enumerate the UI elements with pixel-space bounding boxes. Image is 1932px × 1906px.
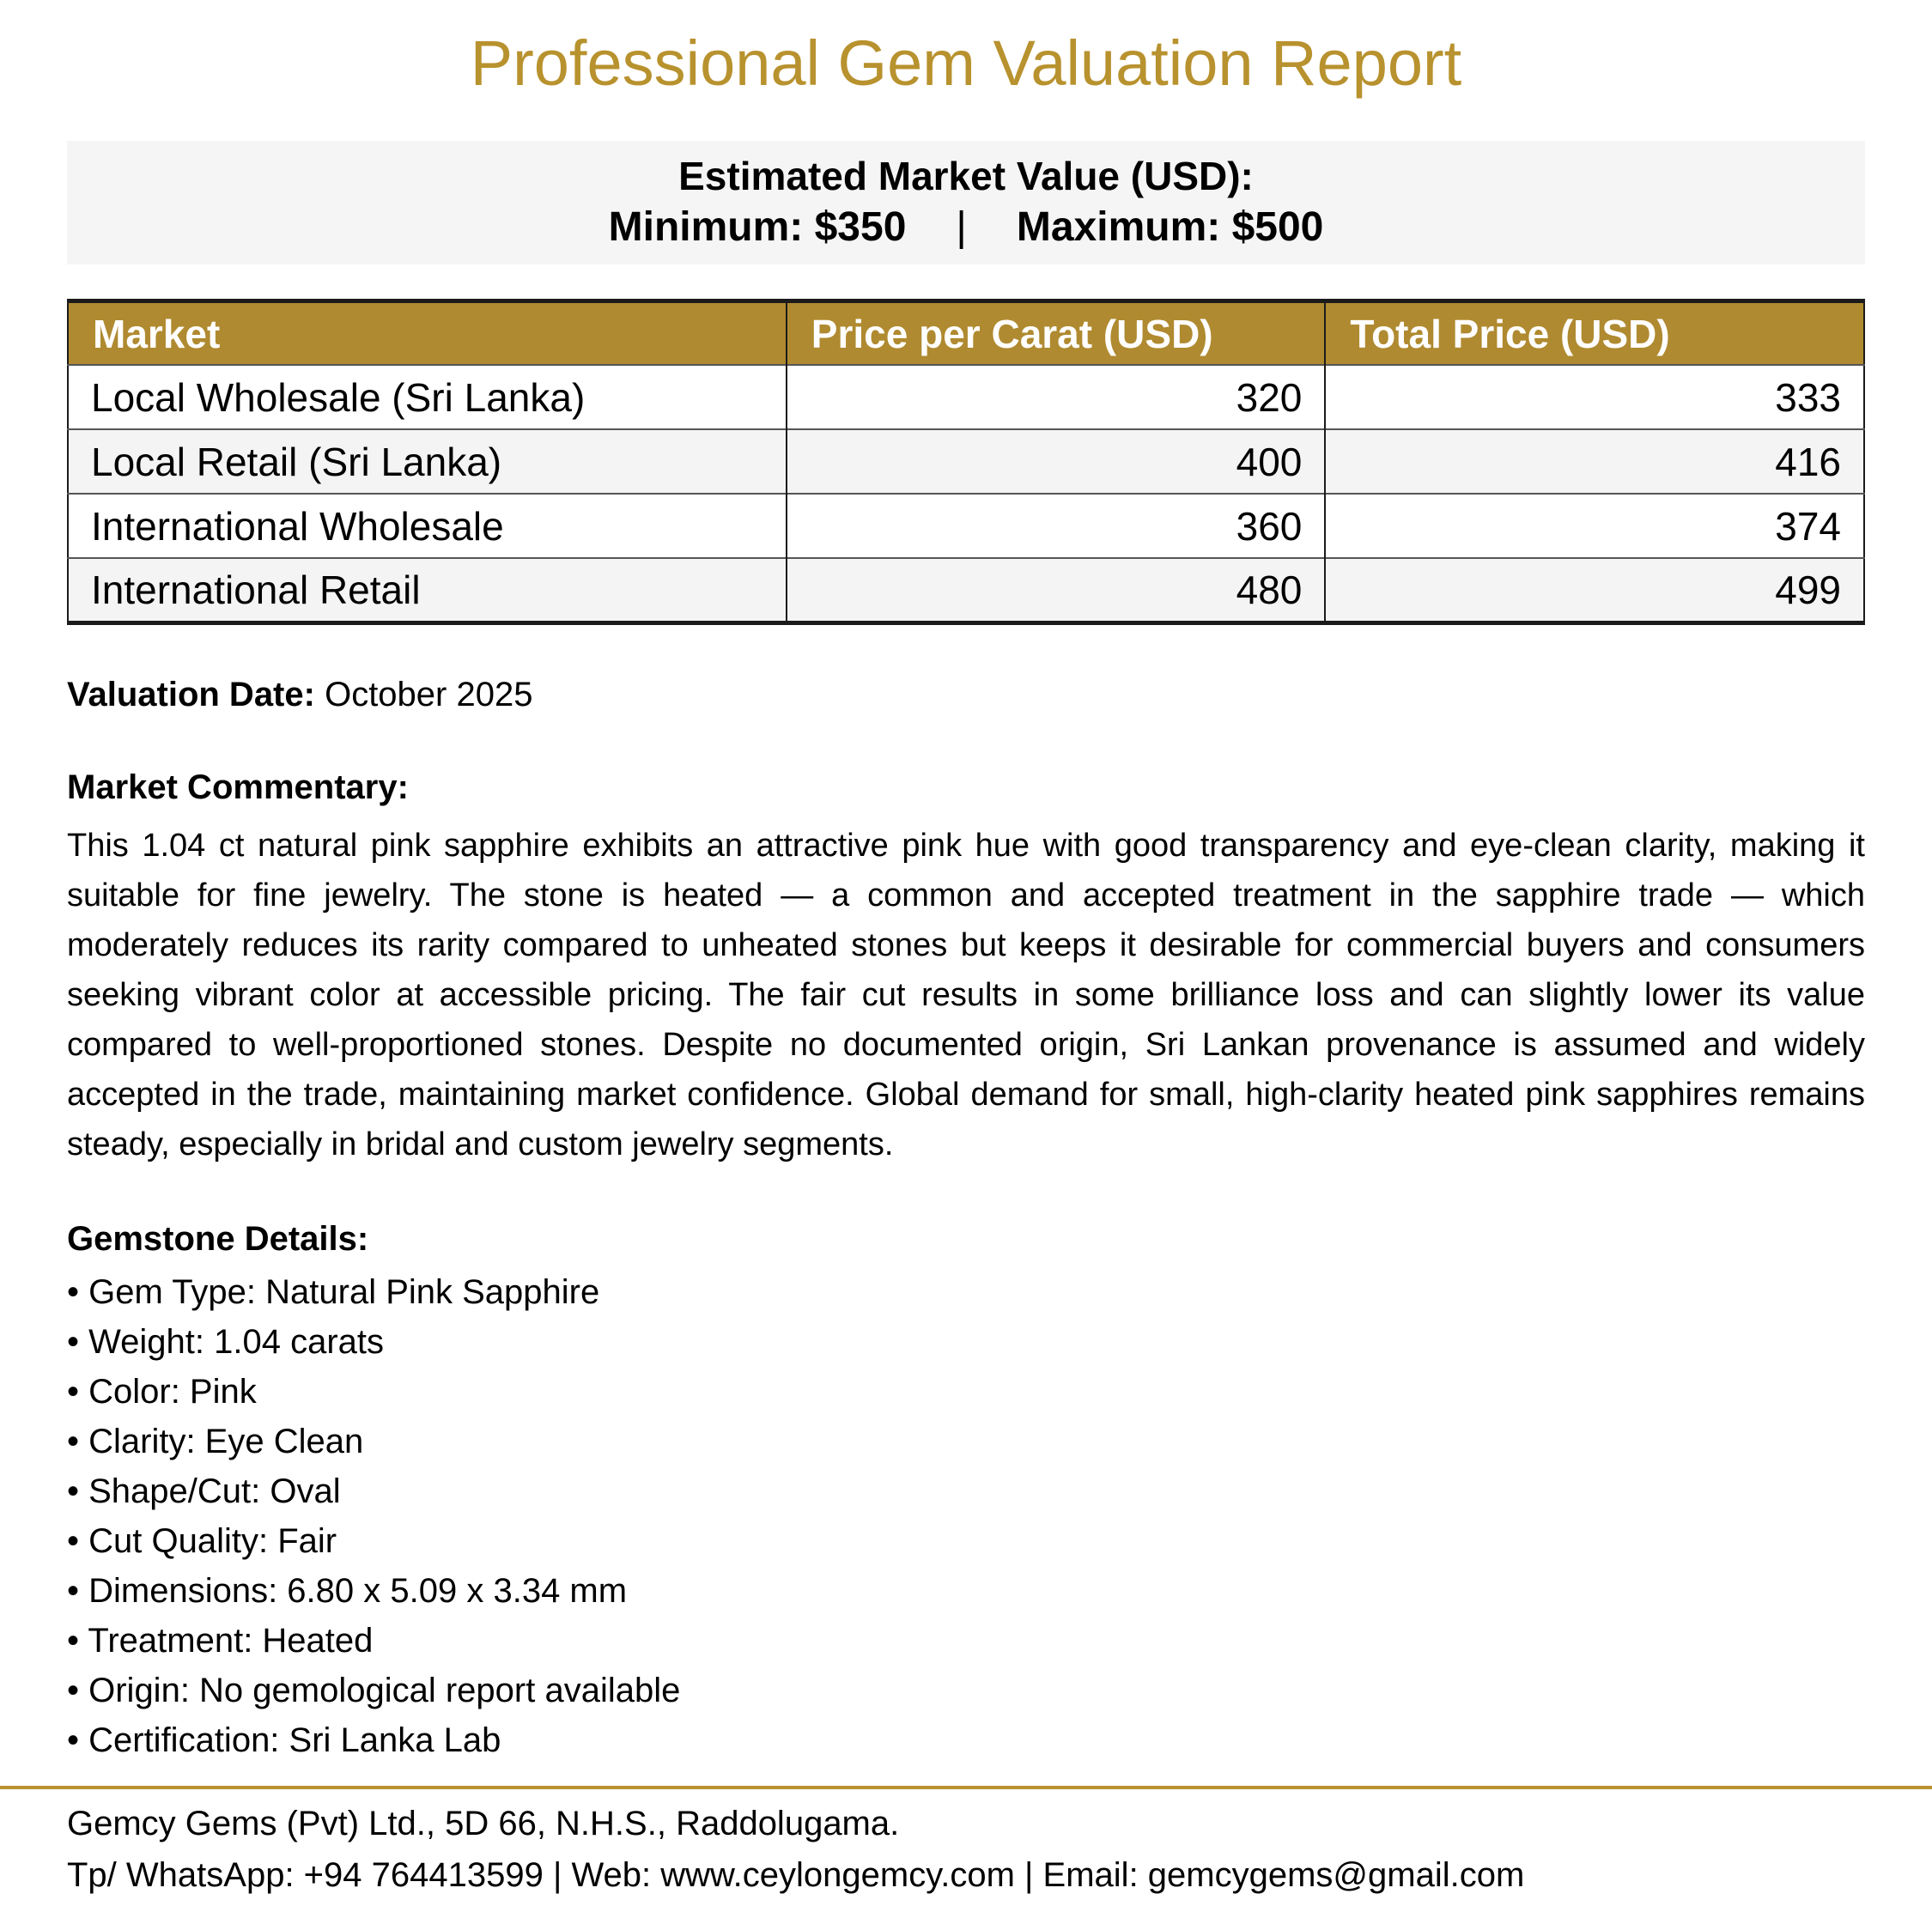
- gemstone-detail-item: • Certification: Sri Lanka Lab: [67, 1721, 501, 1759]
- valuation-date-line: Valuation Date: October 2025: [67, 673, 1865, 716]
- gemstone-detail-item: • Gem Type: Natural Pink Sapphire: [67, 1272, 600, 1311]
- gemstone-detail-item: • Origin: No gemological report availabl…: [67, 1671, 681, 1709]
- gemstone-details-list: • Gem Type: Natural Pink Sapphire • Weigh…: [67, 1267, 1865, 1765]
- market-cell: International Wholesale: [68, 493, 787, 559]
- table-row: Local Wholesale (Sri Lanka) 320 333: [68, 364, 1864, 430]
- estimated-value-box: Estimated Market Value (USD): Minimum: $…: [67, 140, 1865, 264]
- column-header-market: Market: [68, 300, 787, 366]
- table-header-row: Market Price per Carat (USD) Total Price…: [68, 300, 1864, 366]
- company-contact: Tp/ WhatsApp: +94 764413599 | Web: www.c…: [67, 1855, 1525, 1894]
- gemstone-detail-item: • Weight: 1.04 carats: [67, 1322, 385, 1361]
- report-title: Professional Gem Valuation Report: [470, 27, 1462, 99]
- gemstone-detail-item: • Clarity: Eye Clean: [67, 1422, 364, 1460]
- market-commentary-body: This 1.04 ct natural pink sapphire exhib…: [67, 827, 1865, 1162]
- market-cell: International Retail: [68, 557, 787, 623]
- estimated-value-range: Minimum: $350 | Maximum: $500: [67, 201, 1865, 254]
- total-price-cell: 374: [1324, 493, 1864, 559]
- company-address: Gemcy Gems (Pvt) Ltd., 5D 66, N.H.S., Ra…: [67, 1804, 900, 1842]
- gemstone-detail-item: • Shape/Cut: Oval: [67, 1472, 341, 1510]
- price-per-carat-cell: 400: [785, 428, 1326, 495]
- price-per-carat-cell: 480: [785, 557, 1326, 623]
- table-row: International Wholesale 360 374: [68, 493, 1864, 559]
- footer-divider: [0, 1785, 1932, 1789]
- range-separator: |: [956, 203, 967, 250]
- table-row: Local Retail (Sri Lanka) 400 416: [68, 428, 1864, 495]
- minimum-value: Minimum: $350: [608, 203, 907, 250]
- market-cell: Local Wholesale (Sri Lanka): [68, 364, 787, 430]
- estimated-value-heading: Estimated Market Value (USD):: [678, 153, 1254, 198]
- market-commentary-heading: Market Commentary:: [67, 768, 409, 806]
- total-price-cell: 416: [1324, 428, 1864, 495]
- market-price-table: Market Price per Carat (USD) Total Price…: [67, 298, 1865, 625]
- footer: Gemcy Gems (Pvt) Ltd., 5D 66, N.H.S., Ra…: [67, 1798, 1865, 1901]
- market-cell: Local Retail (Sri Lanka): [68, 428, 787, 495]
- column-header-price-per-carat: Price per Carat (USD): [785, 300, 1326, 366]
- column-header-total-price: Total Price (USD): [1324, 300, 1864, 366]
- gemstone-detail-item: • Dimensions: 6.80 x 5.09 x 3.34 mm: [67, 1571, 628, 1610]
- report-page: Professional Gem Valuation Report Estima…: [0, 29, 1932, 1906]
- total-price-cell: 333: [1324, 364, 1864, 430]
- gemstone-detail-item: • Treatment: Heated: [67, 1621, 374, 1660]
- table-row: International Retail 480 499: [68, 557, 1864, 623]
- valuation-date-value: October 2025: [325, 675, 533, 713]
- gemstone-details-heading: Gemstone Details:: [67, 1219, 369, 1258]
- maximum-value: Maximum: $500: [1016, 203, 1324, 250]
- price-per-carat-cell: 360: [785, 493, 1326, 559]
- gemstone-detail-item: • Cut Quality: Fair: [67, 1521, 337, 1560]
- price-per-carat-cell: 320: [785, 364, 1326, 430]
- valuation-date-label: Valuation Date:: [67, 675, 315, 713]
- total-price-cell: 499: [1324, 557, 1864, 623]
- gemstone-detail-item: • Color: Pink: [67, 1372, 257, 1411]
